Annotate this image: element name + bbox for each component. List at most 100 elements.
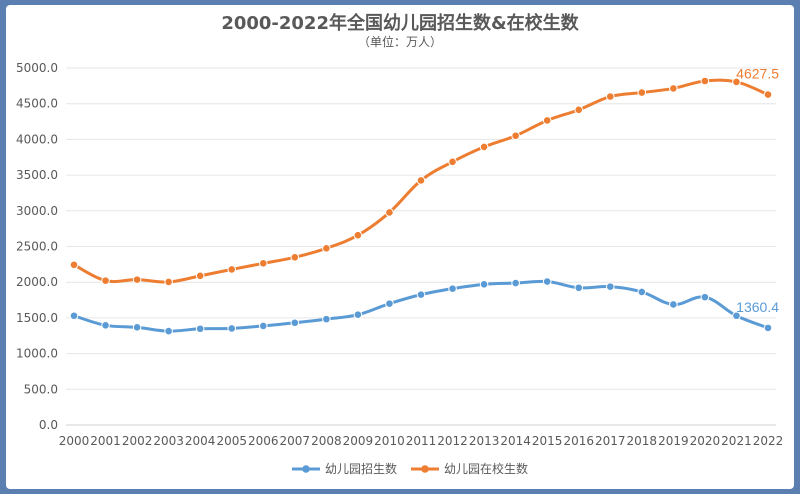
x-tick-label: 2003 xyxy=(153,434,184,448)
data-point xyxy=(637,287,647,297)
data-point xyxy=(700,76,710,86)
data-point xyxy=(416,176,426,185)
y-axis: 0.0 500.0 1000.0 1500.0 2000.0 2500.0 3000.0 35… xyxy=(16,61,58,432)
data-point xyxy=(69,260,79,270)
chart-frame: 2000-2022年全国幼儿园招生数&在校生数 （单位：万人） 0.0 500.0… xyxy=(6,5,794,489)
y-tick-label: 3500.0 xyxy=(16,168,58,182)
data-point xyxy=(416,290,426,299)
x-tick-label: 2017 xyxy=(595,434,626,448)
data-point xyxy=(322,314,331,324)
data-point xyxy=(763,323,773,333)
data-point xyxy=(258,259,268,268)
legend-item-2: 幼儿园在校生数 xyxy=(411,461,528,476)
data-point xyxy=(195,271,205,281)
x-tick-label: 2010 xyxy=(374,434,405,448)
data-point xyxy=(542,116,552,125)
x-tick-label: 2009 xyxy=(343,434,374,448)
y-tick-label: 1000.0 xyxy=(16,347,58,361)
x-tick-label: 2008 xyxy=(311,434,342,448)
data-point xyxy=(132,275,142,284)
data-point xyxy=(637,88,647,97)
x-tick-label: 2001 xyxy=(90,434,121,448)
data-point xyxy=(227,324,237,333)
y-tick-label: 2000.0 xyxy=(16,275,58,289)
data-label: 1360.4 xyxy=(736,299,779,315)
gridlines xyxy=(66,67,776,426)
data-point xyxy=(763,90,773,99)
legend-swatch-marker xyxy=(302,465,310,473)
chart: 2000-2022年全国幼儿园招生数&在校生数 （单位：万人） 0.0 500.0… xyxy=(16,12,784,476)
chart-title: 2000-2022年全国幼儿园招生数&在校生数 xyxy=(221,12,579,34)
legend: 幼儿园招生数 幼儿园在校生数 xyxy=(292,461,528,476)
data-point xyxy=(132,323,142,332)
data-point xyxy=(353,230,363,240)
x-tick-label: 2006 xyxy=(248,434,279,448)
data-point xyxy=(732,311,741,321)
series-1: 1360.4 xyxy=(69,277,779,336)
y-tick-label: 4500.0 xyxy=(16,97,58,111)
data-point xyxy=(605,282,615,291)
x-tick-label: 2015 xyxy=(532,434,563,448)
x-tick-label: 2016 xyxy=(563,434,594,448)
data-point xyxy=(511,278,520,288)
data-point xyxy=(164,326,173,336)
data-point xyxy=(511,131,520,141)
data-point xyxy=(353,310,363,319)
data-point xyxy=(700,292,710,302)
x-tick-label: 2014 xyxy=(500,434,531,448)
data-point xyxy=(732,77,741,87)
series-layer: 1360.4 4627.5 xyxy=(69,66,779,336)
data-point xyxy=(574,283,584,293)
x-tick-label: 2002 xyxy=(122,434,153,448)
x-tick-label: 2018 xyxy=(627,434,658,448)
x-tick-label: 2013 xyxy=(469,434,500,448)
data-point xyxy=(385,208,394,217)
data-point xyxy=(448,157,457,167)
data-point xyxy=(290,252,300,262)
data-point xyxy=(101,276,110,285)
legend-item-1: 幼儿园招生数 xyxy=(292,461,397,476)
y-tick-label: 0.0 xyxy=(39,418,58,432)
y-tick-label: 5000.0 xyxy=(16,61,58,75)
x-tick-label: 2005 xyxy=(216,434,247,448)
data-point xyxy=(479,280,489,289)
data-point xyxy=(69,311,79,321)
data-point xyxy=(542,277,552,286)
x-tick-label: 2019 xyxy=(658,434,689,448)
data-point xyxy=(164,277,173,287)
x-axis: 2000 2001 2002 2003 2004 2005 2006 2007 2008 2009… xyxy=(59,434,784,448)
data-point xyxy=(574,105,584,115)
data-point xyxy=(605,92,615,101)
x-tick-label: 2022 xyxy=(753,434,784,448)
data-point xyxy=(669,300,678,309)
data-point xyxy=(227,265,237,274)
legend-swatch-marker xyxy=(421,465,429,473)
series-2: 4627.5 xyxy=(69,66,779,287)
legend-label: 幼儿园招生数 xyxy=(325,461,397,476)
x-tick-label: 2021 xyxy=(721,434,752,448)
x-tick-label: 2011 xyxy=(406,434,437,448)
x-tick-label: 2020 xyxy=(690,434,721,448)
y-tick-label: 500.0 xyxy=(24,382,58,396)
y-tick-label: 3000.0 xyxy=(16,204,58,218)
data-point xyxy=(669,84,678,93)
y-tick-label: 2500.0 xyxy=(16,240,58,254)
data-point xyxy=(322,243,331,253)
data-point xyxy=(101,321,110,330)
data-point xyxy=(290,318,300,328)
x-tick-label: 2007 xyxy=(280,434,311,448)
x-tick-label: 2012 xyxy=(437,434,468,448)
data-point xyxy=(448,284,457,293)
series-line xyxy=(72,279,770,333)
legend-label: 幼儿园在校生数 xyxy=(444,461,528,476)
data-point xyxy=(479,142,489,152)
data-label: 4627.5 xyxy=(736,66,779,82)
y-tick-label: 4000.0 xyxy=(16,132,58,146)
data-point xyxy=(258,321,268,331)
y-tick-label: 1500.0 xyxy=(16,311,58,325)
data-point xyxy=(385,299,394,308)
data-point xyxy=(195,324,205,334)
chart-subtitle: （单位：万人） xyxy=(358,34,442,49)
x-tick-label: 2004 xyxy=(185,434,216,448)
x-tick-label: 2000 xyxy=(59,434,90,448)
